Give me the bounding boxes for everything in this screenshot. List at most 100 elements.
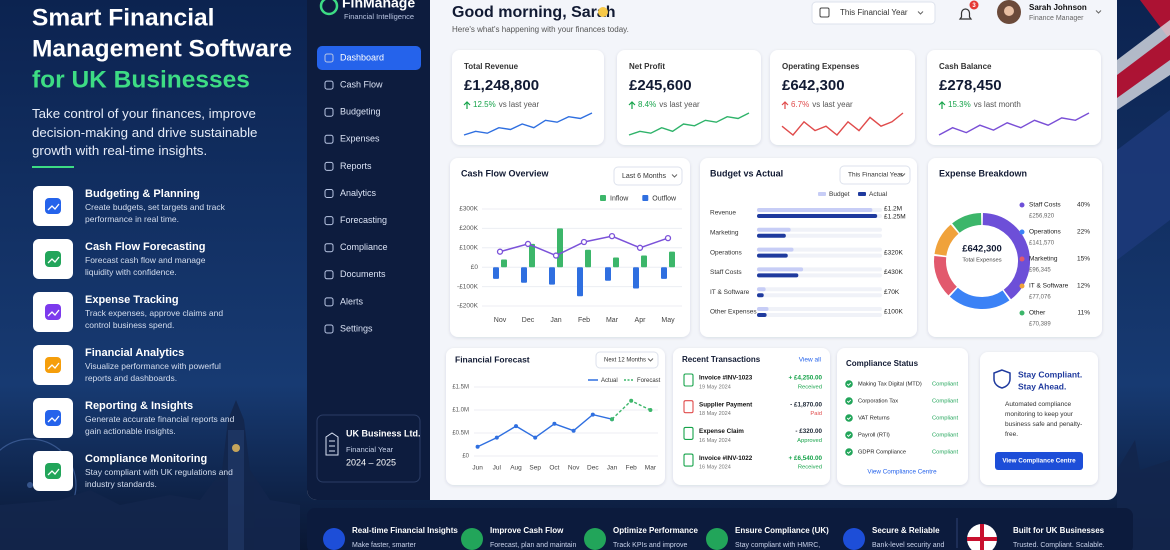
forecast-line	[477, 413, 613, 448]
feature-title: Cash Flow Forecasting	[85, 241, 205, 253]
company-name: UK Business Ltd.	[346, 428, 421, 438]
forecast-point	[610, 417, 614, 422]
nav-item: Dashboard	[340, 52, 384, 62]
bar	[757, 208, 873, 212]
transaction-amount: - £1,870.00	[790, 401, 822, 408]
nav-item: Budgeting	[340, 107, 381, 117]
transaction-status: Received	[798, 465, 822, 471]
nav-icon	[324, 297, 334, 307]
budget-track	[757, 293, 882, 298]
legend-amount: £141,570	[1029, 241, 1055, 247]
donut-slice	[934, 255, 958, 296]
legend-label: Marketing	[1029, 256, 1058, 263]
hero-subtitle: Take control of your finances, improve d…	[32, 106, 258, 158]
nav-item: Settings	[340, 323, 373, 333]
period-box	[811, 1, 936, 25]
feature-icon-detail	[47, 415, 60, 423]
x-tick-label: Dec	[587, 465, 599, 472]
compliance-status: Compliant	[932, 416, 958, 422]
chart-title: Expense Breakdown	[939, 168, 1027, 178]
kpi-label: Total Revenue	[464, 62, 519, 71]
dropdown-label: Last 6 Months	[622, 173, 666, 180]
chart-title: Financial Forecast	[455, 354, 530, 364]
bar	[757, 287, 766, 292]
donut-slice	[982, 213, 1030, 300]
net-point	[580, 238, 588, 246]
company-year: 2024 – 2025	[346, 457, 396, 467]
x-tick-label: Jan	[607, 465, 618, 472]
kpi-note: vs last year	[499, 100, 540, 109]
bell	[958, 8, 973, 20]
bar	[557, 228, 563, 268]
bar	[669, 251, 675, 268]
transaction-icon	[683, 373, 694, 387]
feature-title: Compliance Monitoring	[85, 453, 207, 465]
hero-accent	[32, 166, 74, 168]
compliance-link[interactable]: View Compliance Centre	[867, 469, 937, 476]
dropdown	[595, 351, 659, 369]
cta-title: Stay Ahead.	[1018, 381, 1066, 391]
card	[446, 348, 665, 485]
center-value: £642,300	[962, 244, 1002, 255]
view-all-link[interactable]: View all	[799, 357, 822, 364]
company-label: Financial Year	[346, 445, 394, 454]
kpi-arrow	[463, 101, 471, 109]
compliance-status: Compliant	[932, 433, 958, 439]
bar	[529, 243, 535, 268]
x-tick-label: Oct	[549, 465, 559, 472]
card	[617, 50, 761, 145]
wave-icon	[598, 7, 608, 17]
feature-icon-detail	[47, 309, 60, 317]
feature-icon	[45, 251, 61, 267]
chevron	[917, 11, 924, 15]
compliance-item: Making Tax Digital (MTD)	[858, 382, 922, 388]
bar	[757, 313, 767, 317]
kpi-arrow	[781, 101, 789, 109]
flag-decoration	[1117, 0, 1170, 260]
bottom-title: Ensure Compliance (UK)	[735, 526, 829, 535]
feature-description: Create budgets, set targets and track pe…	[85, 202, 225, 224]
bottom-icon	[843, 528, 865, 550]
legend-label: Inflow	[610, 195, 629, 202]
notification-count: 3	[972, 3, 976, 9]
kpi-note: vs last year	[812, 100, 853, 109]
check-mark	[846, 416, 852, 420]
period: This Financial Year	[840, 8, 908, 17]
user-role: Finance Manager	[1029, 15, 1084, 22]
category-label: Other Expenses	[710, 309, 757, 316]
card	[928, 158, 1102, 337]
nav-icon	[324, 189, 334, 198]
chevron	[899, 173, 906, 177]
feature-icon-detail	[47, 362, 60, 370]
card	[673, 348, 830, 485]
tagline: Financial Intelligence	[344, 12, 414, 21]
x-tick-label: Sep	[529, 465, 541, 472]
kpi-change: 6.7%	[791, 100, 809, 109]
card	[980, 352, 1098, 485]
bottom-title: Optimize Performance	[613, 526, 698, 535]
kpi-note: vs last year	[659, 100, 700, 109]
transaction-date: 16 May 2024	[699, 465, 731, 471]
greeting-subtitle: Here's what's happening with your financ…	[452, 25, 629, 34]
check-icon	[845, 448, 853, 456]
budget-track	[757, 253, 882, 258]
legend-swatch	[858, 192, 866, 196]
greeting: Good morning, Sarah	[452, 4, 616, 21]
donut-slice	[952, 213, 982, 233]
transaction-amount: + £4,250.00	[789, 375, 823, 382]
nav-icon	[324, 107, 334, 117]
x-tick-label: Nov	[568, 465, 580, 472]
legend-swatch	[818, 192, 826, 196]
bar	[757, 273, 799, 278]
kpi-label: Operating Expenses	[782, 62, 860, 71]
nav-icon	[324, 324, 334, 334]
cta-button[interactable]	[995, 452, 1083, 470]
legend-label: Budget	[829, 191, 850, 198]
chevron	[671, 174, 678, 178]
legend-swatch	[642, 195, 649, 201]
cta-text: Automated compliance monitoring to keep …	[1005, 401, 1083, 438]
forecast-point	[571, 428, 576, 433]
bottom-icon	[584, 528, 606, 550]
nav-item: Alerts	[340, 296, 364, 306]
x-tick-label: Feb	[626, 465, 638, 472]
